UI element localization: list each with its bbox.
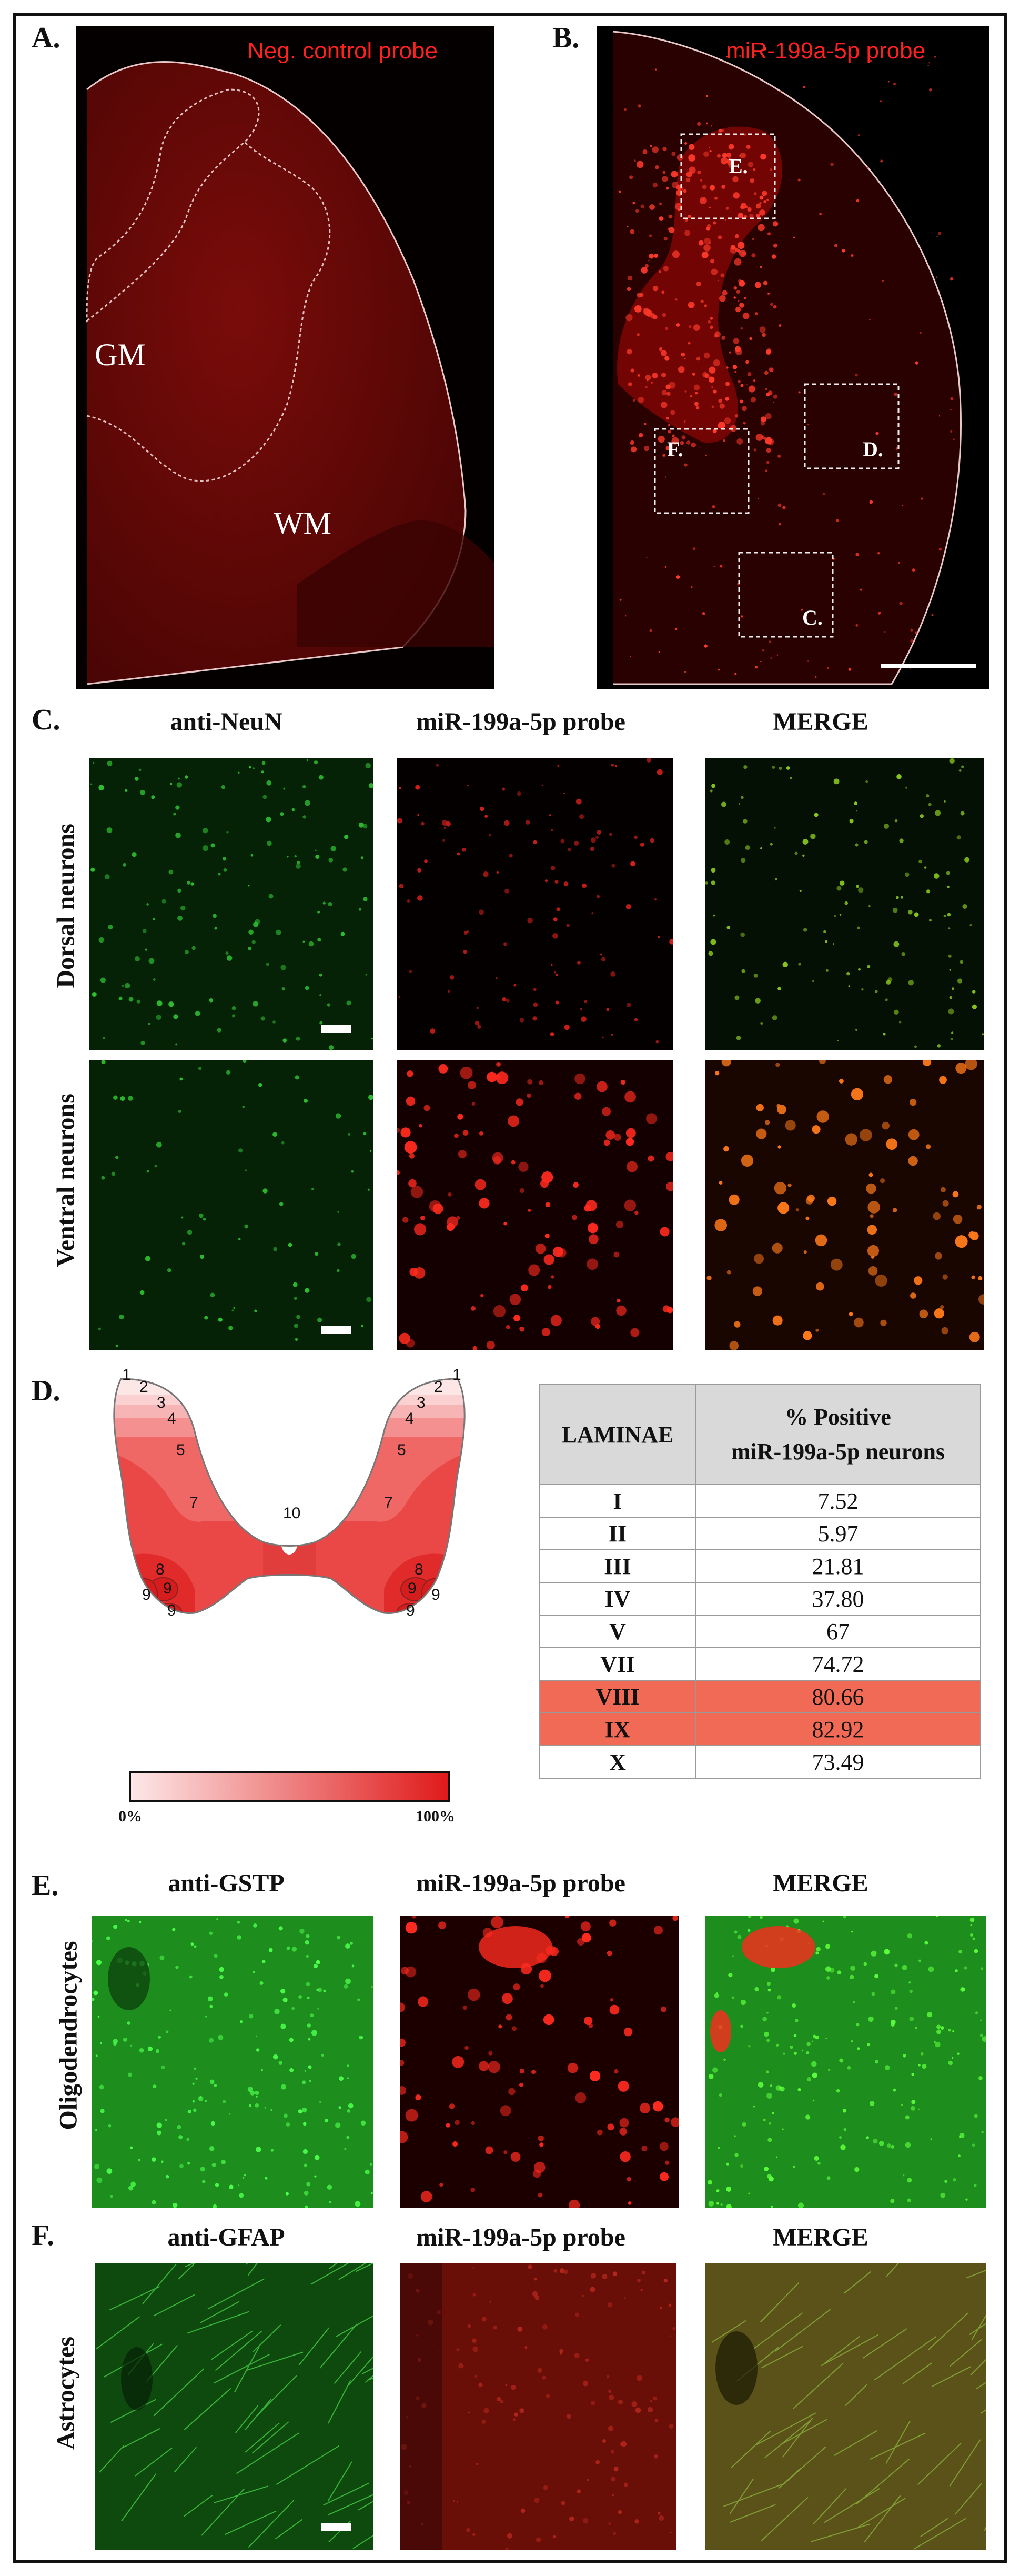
panel-b-title: miR-199a-5p probe [726, 38, 926, 64]
lamina-number: 1 [452, 1368, 461, 1384]
table-header-positive-l2: miR-199a-5p neurons [731, 1439, 945, 1465]
table-row: IV 37.80 [539, 1582, 982, 1616]
table-cell-value: 21.81 [694, 1549, 982, 1583]
panel-b-label: B. [552, 22, 580, 54]
d-gradient-max: 100% [416, 1808, 455, 1825]
gm-label: GM [95, 337, 146, 372]
lamina-number: 3 [157, 1394, 166, 1411]
lamina-number: 3 [417, 1394, 426, 1411]
table-cell-value: 82.92 [694, 1712, 982, 1746]
table-cell-value: 37.80 [694, 1582, 982, 1616]
table-cell-lamina: VIII [539, 1680, 696, 1713]
f-col-gfap: anti-GFAP [167, 2223, 285, 2251]
e-col-gstp: anti-GSTP [168, 1869, 285, 1897]
table-row: I 7.52 [539, 1484, 982, 1518]
lamina-number: 5 [397, 1441, 406, 1459]
lamina-number: 8 [156, 1561, 165, 1578]
f-merge-image [705, 2263, 986, 2550]
c-dorsal-probe [397, 758, 673, 1050]
lamina-number: 5 [176, 1441, 185, 1459]
c-dorsal-merge [705, 758, 984, 1050]
lamina-number: 4 [167, 1410, 176, 1427]
e-gstp-image [92, 1916, 373, 2208]
e-merge-image [705, 1916, 986, 2208]
c-ventral-neun [89, 1060, 373, 1350]
wm-label: WM [274, 506, 331, 540]
f-col-merge: MERGE [773, 2223, 868, 2251]
c-ventral-probe [397, 1060, 673, 1350]
lamina-number: 9 [142, 1586, 151, 1603]
lamina-number: 9 [408, 1580, 417, 1597]
panel-e-label: E. [32, 1869, 59, 1902]
table-cell-value: 5.97 [694, 1517, 982, 1550]
e-col-merge: MERGE [773, 1869, 868, 1897]
table-cell-lamina: IX [539, 1712, 696, 1746]
lamina-number: 2 [434, 1378, 443, 1396]
c-col-merge: MERGE [773, 708, 868, 736]
lamina-number: 8 [415, 1561, 423, 1578]
table-row: V 67 [539, 1615, 982, 1648]
table-cell-lamina: V [539, 1615, 696, 1648]
panel-a-title: Neg. control probe [247, 38, 438, 64]
table-cell-lamina: I [539, 1484, 696, 1518]
panel-d-label: D. [32, 1375, 60, 1407]
table-cell-lamina: X [539, 1745, 696, 1779]
d-gradient-bar [129, 1771, 450, 1802]
table-cell-lamina: III [539, 1549, 696, 1583]
panel-a-label: A. [32, 22, 60, 54]
d-gradient-min: 0% [118, 1808, 142, 1825]
table-cell-lamina: IV [539, 1582, 696, 1616]
box-label-e: E. [729, 154, 748, 178]
panel-f-label: F. [32, 2219, 55, 2252]
table-row: X 73.49 [539, 1745, 982, 1779]
lamina-number: 1 [122, 1368, 131, 1384]
f-col-probe: miR-199a-5p probe [416, 2223, 625, 2251]
c-row-dorsal: Dorsal neurons [52, 824, 80, 988]
panel-a-image [76, 26, 494, 689]
table-header-positive: % Positive miR-199a-5p neurons [694, 1384, 982, 1485]
e-col-probe: miR-199a-5p probe [416, 1869, 625, 1897]
lamina-number: 2 [139, 1378, 148, 1396]
table-row: II 5.97 [539, 1517, 982, 1550]
lamina-number: 9 [167, 1602, 176, 1619]
box-label-c: C. [802, 606, 823, 629]
f-probe-image [400, 2263, 676, 2550]
table-cell-value: 7.52 [694, 1484, 982, 1518]
panel-c-label: C. [32, 704, 60, 736]
lamina-number: 9 [406, 1602, 415, 1619]
c-dorsal-neun [89, 758, 373, 1050]
table-row: III 21.81 [539, 1549, 982, 1583]
f-gfap-image [95, 2263, 373, 2550]
lamina-number: 10 [283, 1505, 300, 1522]
table-row: VII 74.72 [539, 1647, 982, 1681]
lamina-number: 7 [384, 1494, 393, 1511]
table-header-positive-l1: % Positive [785, 1404, 891, 1430]
figure-frame [13, 13, 1007, 2563]
table-row-highlighted: VIII 80.66 [539, 1680, 982, 1713]
e-row-oligodendrocytes: Oligodendrocytes [54, 1941, 83, 2130]
table-cell-value: 73.49 [694, 1745, 982, 1779]
table-cell-value: 67 [694, 1615, 982, 1648]
laminae-table: LAMINAE % Positive miR-199a-5p neurons I… [539, 1384, 982, 1779]
table-header-laminae: LAMINAE [539, 1384, 696, 1485]
c-col-probe: miR-199a-5p probe [416, 708, 625, 736]
lamina-number: 9 [431, 1586, 440, 1603]
c-col-neun: anti-NeuN [170, 708, 282, 736]
panel-b-image [597, 26, 989, 689]
c-row-ventral: Ventral neurons [52, 1094, 80, 1267]
f-row-astrocytes: Astrocytes [52, 2336, 80, 2450]
e-probe-image [400, 1916, 679, 2208]
box-label-d: D. [863, 437, 883, 461]
lamina-number: 9 [163, 1580, 172, 1597]
table-cell-value: 74.72 [694, 1647, 982, 1681]
box-label-f: F. [667, 437, 683, 461]
lamina-number: 7 [189, 1494, 198, 1511]
table-cell-lamina: VII [539, 1647, 696, 1681]
table-cell-value: 80.66 [694, 1680, 982, 1713]
d-spinal-diagram: 1 2 3 4 5 7 10 8 9 9 9 1 2 3 4 5 7 8 9 9 9 [89, 1366, 489, 1626]
table-row-highlighted: IX 82.92 [539, 1712, 982, 1746]
c-ventral-merge [705, 1060, 984, 1350]
lamina-number: 4 [405, 1410, 414, 1427]
table-cell-lamina: II [539, 1517, 696, 1550]
